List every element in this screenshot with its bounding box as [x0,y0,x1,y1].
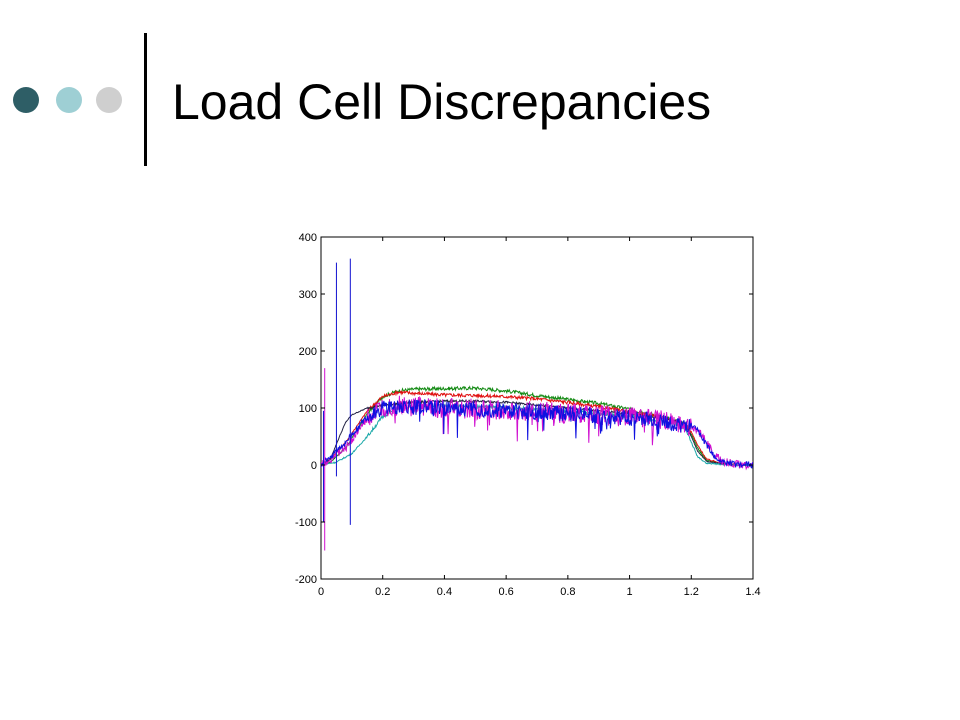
y-tick-label: 0 [311,460,317,472]
x-tick-label: 1.2 [684,586,699,598]
y-tick-label: 200 [299,346,317,358]
title-divider [144,33,147,166]
x-tick-label: 0 [318,586,324,598]
series-layer [321,385,753,471]
slide-title: Load Cell Discrepancies [172,74,712,130]
y-tick-label: 100 [299,403,317,415]
x-tick-label: 1.4 [745,586,760,598]
x-tick-label: 0.4 [437,586,452,598]
y-tick-label: 300 [299,289,317,301]
x-tick-label: 1 [627,586,633,598]
series-line-6 [321,399,753,469]
x-tick-label: 0.8 [560,586,575,598]
bullet-dot-light [56,87,82,113]
x-tick-label: 0.6 [498,586,513,598]
bullet-dot-gray [96,87,122,113]
x-tick-label: 0.2 [375,586,390,598]
bullet-dot-dark [13,87,39,113]
y-tick-label: -200 [295,574,317,586]
spike-layer [322,258,351,551]
y-tick-label: 400 [299,232,317,244]
axis-ticks: 0 0.2 0.4 0.6 0.8 1 1.2 1.4 -200 -100 0 100 200 300 40… [295,232,761,598]
y-tick-label: -100 [295,517,317,529]
